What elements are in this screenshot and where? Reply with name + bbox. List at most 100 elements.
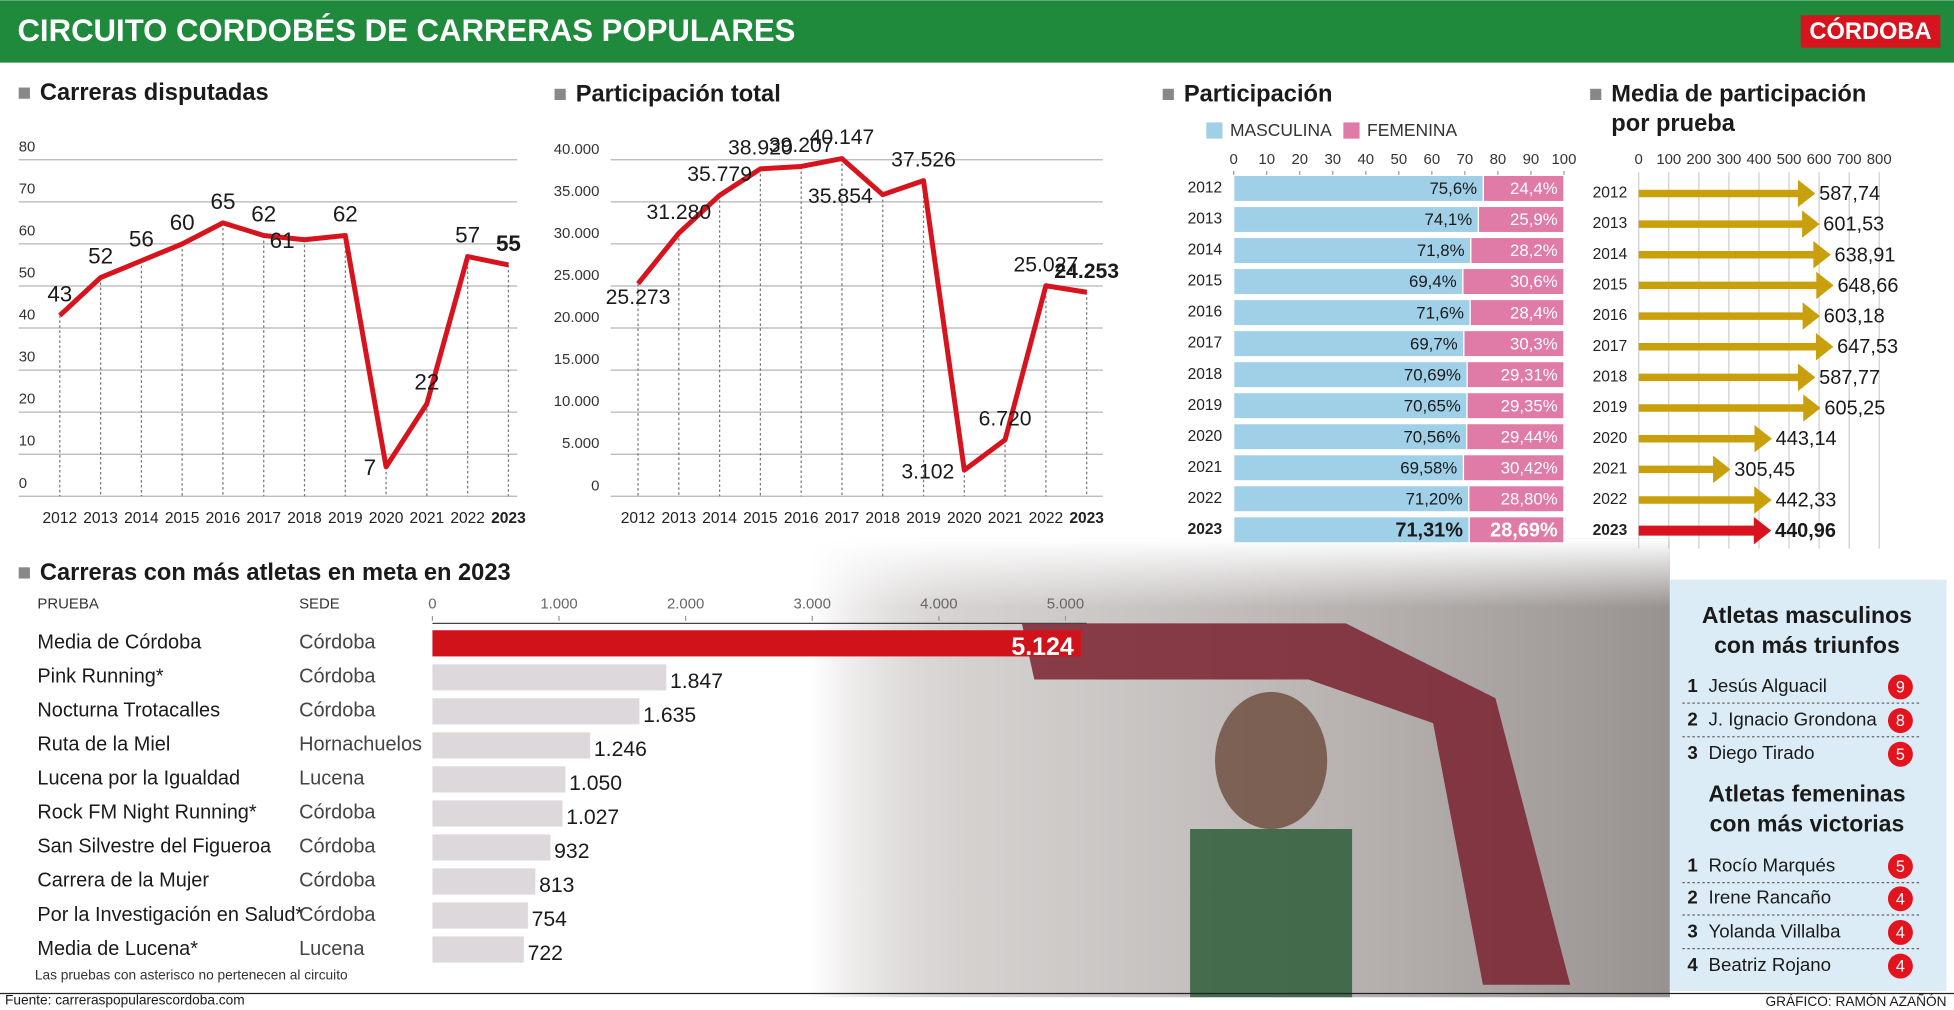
y-tick-label: 30 xyxy=(19,349,36,366)
athlete-name: Diego Tirado xyxy=(1709,742,1815,763)
x-tick-label: 0 xyxy=(1635,151,1643,168)
x-tick-label: 800 xyxy=(1867,151,1892,168)
value-label: 22 xyxy=(414,370,439,395)
value-label: 65 xyxy=(210,189,235,214)
line xyxy=(58,220,509,470)
wins-label: 4 xyxy=(1896,924,1905,942)
value-label: 30,3% xyxy=(1510,334,1558,353)
category-label: 2014 xyxy=(1593,246,1628,263)
category-label: 2017 xyxy=(1593,338,1628,355)
value-label: 305,45 xyxy=(1734,459,1795,481)
x-tick-label: 2013 xyxy=(662,510,697,527)
category-label: 2020 xyxy=(1188,428,1223,445)
x-tick-label: 400 xyxy=(1747,151,1772,168)
athlete-name: Irene Rancaño xyxy=(1709,887,1832,908)
y-tick-label: 15.000 xyxy=(554,351,600,368)
arrow xyxy=(1638,271,1834,300)
x-tick-label: 2019 xyxy=(328,510,363,527)
value-label: 57 xyxy=(455,223,480,248)
bar xyxy=(432,732,591,759)
category-label: 2016 xyxy=(1593,307,1628,324)
wins-badge xyxy=(1887,853,1913,879)
bar-segment xyxy=(1469,298,1565,327)
value-label: 605,25 xyxy=(1824,398,1885,420)
bar-segment xyxy=(1233,454,1465,482)
value-label: 587,74 xyxy=(1819,183,1880,205)
category-label: 2018 xyxy=(1188,366,1223,383)
bar-segment xyxy=(1462,454,1565,482)
category-label: 2013 xyxy=(1188,211,1223,228)
y-tick-label: 70 xyxy=(19,180,36,197)
rank: 1 xyxy=(1687,854,1697,875)
y-tick-label: 25.000 xyxy=(554,267,600,284)
arrow xyxy=(1638,363,1816,392)
bar xyxy=(432,630,1082,657)
bar xyxy=(432,834,551,861)
y-tick-label: 40 xyxy=(19,307,36,324)
value-label: 638,91 xyxy=(1835,244,1896,266)
x-tick-label: 5.000 xyxy=(1047,596,1084,613)
x-tick-label: 10 xyxy=(1258,151,1275,168)
wins-label: 4 xyxy=(1896,958,1905,976)
x-tick-label: 20 xyxy=(1291,151,1308,168)
wins-badge xyxy=(1887,708,1913,734)
y-tick-label: 20 xyxy=(19,391,36,408)
category-label: Por la Investigación en Salud* xyxy=(37,904,303,926)
category-label: 2015 xyxy=(1593,277,1628,294)
rank: 2 xyxy=(1687,709,1697,730)
rank: 4 xyxy=(1687,954,1698,975)
bar-segment xyxy=(1468,485,1565,513)
value-label: 70,56% xyxy=(1403,427,1460,446)
bar-segment xyxy=(1233,267,1464,296)
x-tick-label: 100 xyxy=(1551,151,1576,168)
value-label: 71,31% xyxy=(1395,519,1463,541)
athlete-name: J. Ignacio Grondona xyxy=(1709,709,1878,730)
chart-title: Carreras con más atletas en meta en 2023 xyxy=(40,560,511,586)
title-marker xyxy=(1590,88,1602,100)
athlete-name: Jesús Alguacil xyxy=(1709,675,1827,696)
wins-label: 4 xyxy=(1896,890,1905,908)
bar-segment xyxy=(1462,267,1565,296)
value-label: 442,33 xyxy=(1775,490,1836,512)
x-tick-label: 2013 xyxy=(83,510,118,527)
value-label: 28,80% xyxy=(1501,489,1558,508)
sede-label: Lucena xyxy=(299,768,365,790)
rank: 1 xyxy=(1687,675,1697,696)
category-label: Nocturna Trotacalles xyxy=(37,700,220,722)
bar-segment xyxy=(1233,298,1471,327)
value-label: 603,18 xyxy=(1824,306,1885,328)
y-tick-label: 60 xyxy=(19,222,36,239)
x-tick-label: 200 xyxy=(1686,151,1711,168)
value-label: 28,2% xyxy=(1510,241,1558,260)
y-tick-label: 0 xyxy=(591,477,599,494)
arrow xyxy=(1638,516,1772,545)
rank: 2 xyxy=(1687,887,1697,908)
x-tick-label: 2018 xyxy=(865,510,900,527)
title-marker xyxy=(18,87,30,99)
value-label: 70,65% xyxy=(1404,396,1461,415)
x-tick-label: 50 xyxy=(1391,151,1408,168)
value-label: 28,4% xyxy=(1510,303,1558,322)
y-tick-label: 40.000 xyxy=(554,141,600,158)
x-tick-label: 60 xyxy=(1424,151,1441,168)
x-tick-label: 700 xyxy=(1837,151,1862,168)
bar-segment xyxy=(1477,205,1565,234)
value-label: 29,44% xyxy=(1501,427,1558,446)
x-tick-label: 2012 xyxy=(621,510,656,527)
x-tick-label: 2020 xyxy=(369,510,404,527)
value-label: 24.253 xyxy=(1054,260,1119,283)
value-label: 52 xyxy=(88,244,113,269)
category-label: 2022 xyxy=(1188,490,1223,507)
brand: CÓRDOBA xyxy=(1809,17,1931,45)
arrow xyxy=(1638,394,1821,422)
wins-label: 8 xyxy=(1896,712,1905,730)
bar-segment xyxy=(1233,485,1470,513)
rank: 3 xyxy=(1687,742,1697,763)
chart-title: Media de participación xyxy=(1611,81,1866,107)
bar-segment xyxy=(1233,205,1480,234)
title-marker xyxy=(1162,88,1174,100)
value-label: 6.720 xyxy=(979,407,1032,430)
value-label: 39.207 xyxy=(769,134,834,157)
bar xyxy=(432,664,667,691)
